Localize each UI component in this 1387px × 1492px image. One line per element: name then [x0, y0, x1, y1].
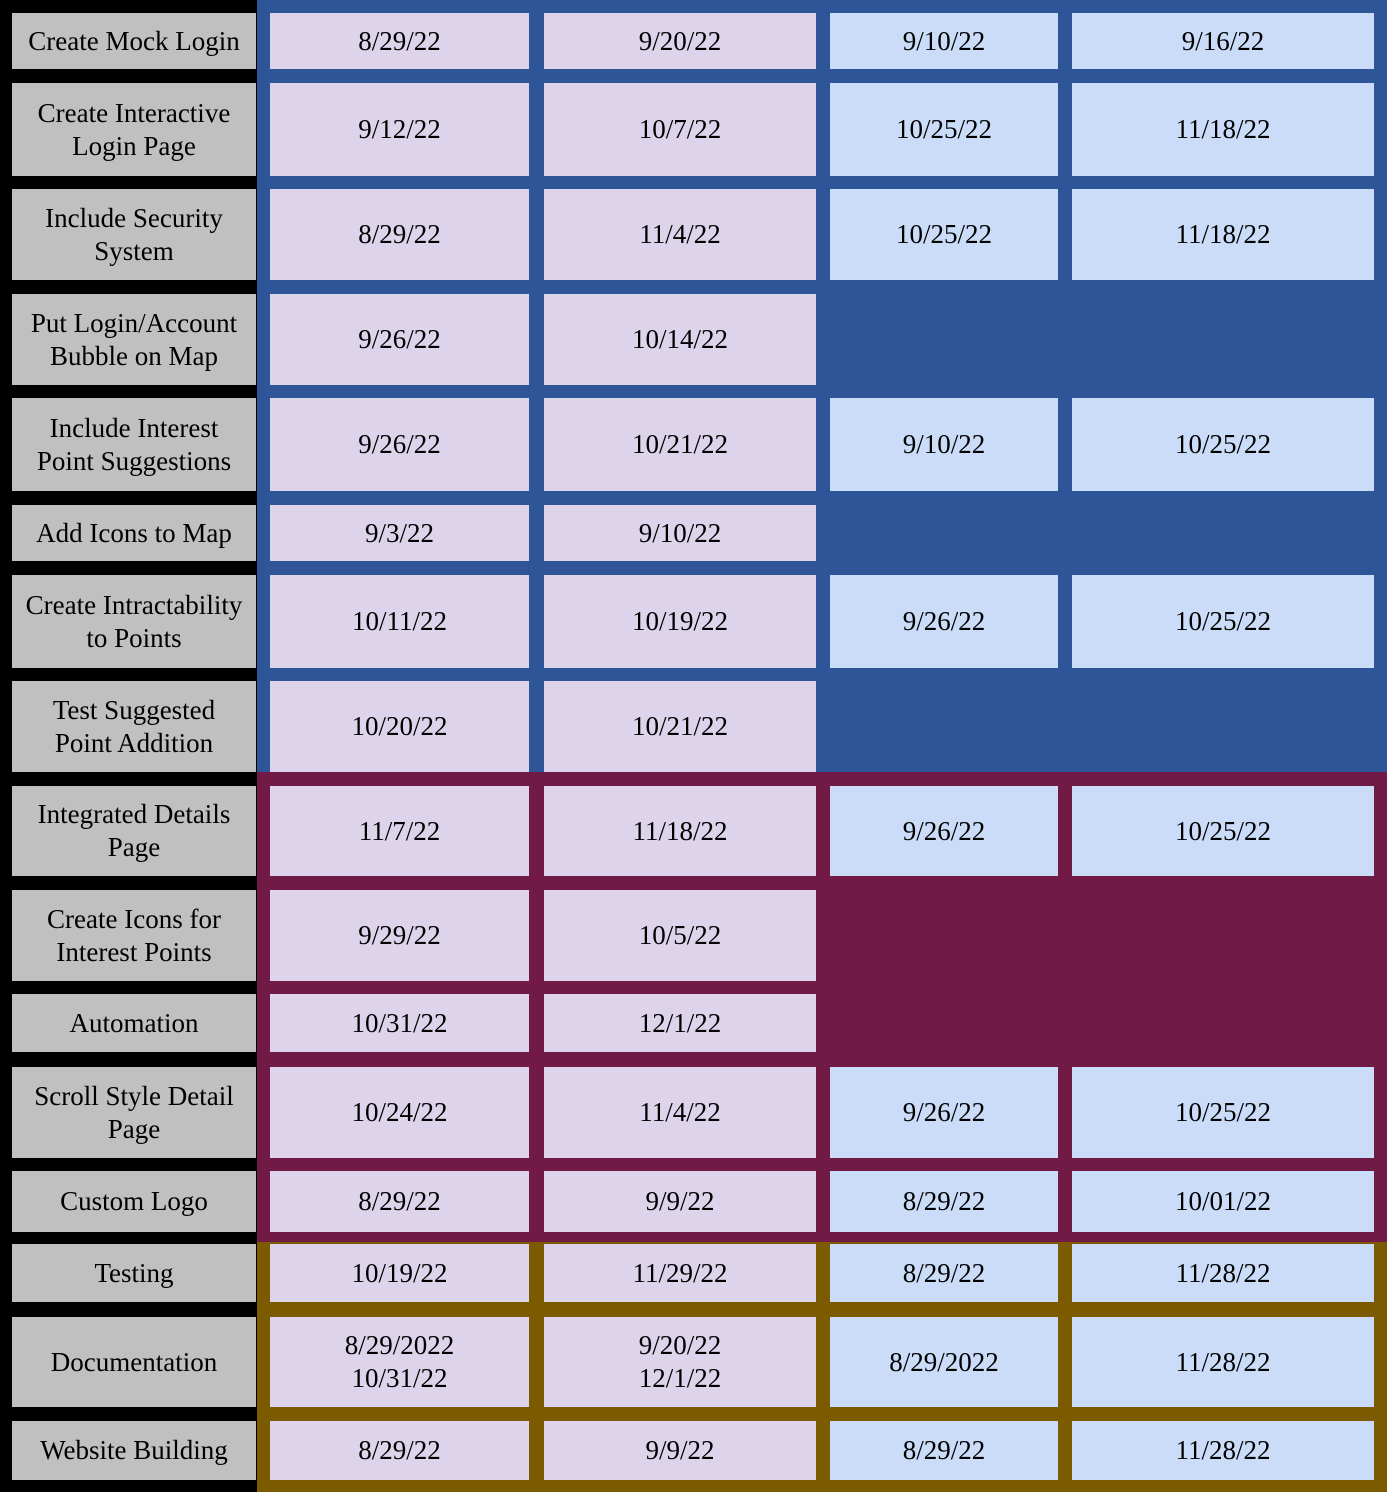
actual-date-cell: 9/10/22 [830, 398, 1058, 491]
actual-date-cell: 9/26/22 [830, 575, 1058, 668]
planned-date-cell: 10/11/22 [270, 575, 529, 668]
actual-date-cell: 9/10/22 [830, 13, 1058, 69]
actual-date-cell: 10/01/22 [1072, 1171, 1374, 1232]
planned-date-cell: 9/20/22 12/1/22 [544, 1317, 816, 1407]
task-name-cell: Testing [12, 1244, 256, 1302]
actual-date-cell: 8/29/22 [830, 1171, 1058, 1232]
planned-date-cell: 10/19/22 [544, 575, 816, 668]
actual-date-cell: 10/25/22 [1072, 1067, 1374, 1158]
task-name-cell: Integrated Details Page [12, 786, 256, 876]
actual-date-cell: 10/25/22 [1072, 786, 1374, 876]
planned-date-cell: 10/7/22 [544, 83, 816, 176]
planned-date-cell: 10/31/22 [270, 994, 529, 1052]
actual-date-cell: 8/29/2022 [830, 1317, 1058, 1407]
planned-date-cell: 8/29/22 [270, 13, 529, 69]
task-name-cell: Put Login/Account Bubble on Map [12, 294, 256, 385]
planned-date-cell: 9/20/22 [544, 13, 816, 69]
actual-date-cell: 9/16/22 [1072, 13, 1374, 69]
planned-date-cell: 10/19/22 [270, 1244, 529, 1302]
planned-date-cell: 10/14/22 [544, 294, 816, 385]
planned-date-cell: 9/12/22 [270, 83, 529, 176]
task-name-cell: Documentation [12, 1317, 256, 1407]
task-name-cell: Automation [12, 994, 256, 1052]
planned-date-cell: 12/1/22 [544, 994, 816, 1052]
actual-date-cell: 8/29/22 [830, 1244, 1058, 1302]
actual-date-cell: 10/25/22 [1072, 575, 1374, 668]
task-name-cell: Scroll Style Detail Page [12, 1067, 256, 1158]
planned-date-cell: 10/20/22 [270, 681, 529, 772]
actual-date-cell: 9/26/22 [830, 1067, 1058, 1158]
planned-date-cell: 9/9/22 [544, 1421, 816, 1480]
planned-date-cell: 9/29/22 [270, 890, 529, 981]
actual-date-cell: 10/25/22 [830, 83, 1058, 176]
planned-date-cell: 11/7/22 [270, 786, 529, 876]
actual-date-cell: 10/25/22 [830, 189, 1058, 280]
actual-date-cell: 11/28/22 [1072, 1421, 1374, 1480]
actual-date-cell: 11/18/22 [1072, 83, 1374, 176]
planned-date-cell: 10/21/22 [544, 398, 816, 491]
planned-date-cell: 8/29/2022 10/31/22 [270, 1317, 529, 1407]
actual-date-cell: 9/26/22 [830, 786, 1058, 876]
actual-date-cell: 10/25/22 [1072, 398, 1374, 491]
actual-date-cell: 11/28/22 [1072, 1317, 1374, 1407]
planned-date-cell: 8/29/22 [270, 189, 529, 280]
planned-date-cell: 9/26/22 [270, 294, 529, 385]
planned-date-cell: 10/24/22 [270, 1067, 529, 1158]
planned-date-cell: 11/18/22 [544, 786, 816, 876]
task-name-cell: Include Interest Point Suggestions [12, 398, 256, 491]
task-name-cell: Create Intractability to Points [12, 575, 256, 668]
task-name-cell: Add Icons to Map [12, 505, 256, 561]
planned-date-cell: 10/5/22 [544, 890, 816, 981]
actual-date-cell: 11/28/22 [1072, 1244, 1374, 1302]
planned-date-cell: 11/29/22 [544, 1244, 816, 1302]
planned-date-cell: 9/3/22 [270, 505, 529, 561]
planned-date-cell: 9/9/22 [544, 1171, 816, 1232]
task-name-cell: Include Security System [12, 189, 256, 280]
planned-date-cell: 8/29/22 [270, 1171, 529, 1232]
planned-date-cell: 9/26/22 [270, 398, 529, 491]
actual-date-cell: 11/18/22 [1072, 189, 1374, 280]
task-name-cell: Create Interactive Login Page [12, 83, 256, 176]
planned-date-cell: 10/21/22 [544, 681, 816, 772]
planned-date-cell: 9/10/22 [544, 505, 816, 561]
planned-date-cell: 8/29/22 [270, 1421, 529, 1480]
planned-date-cell: 11/4/22 [544, 189, 816, 280]
actual-date-cell: 8/29/22 [830, 1421, 1058, 1480]
planned-date-cell: 11/4/22 [544, 1067, 816, 1158]
task-name-cell: Test Suggested Point Addition [12, 681, 256, 772]
task-name-cell: Website Building [12, 1421, 256, 1480]
task-name-cell: Create Icons for Interest Points [12, 890, 256, 981]
task-name-cell: Custom Logo [12, 1171, 256, 1232]
task-name-cell: Create Mock Login [12, 13, 256, 69]
